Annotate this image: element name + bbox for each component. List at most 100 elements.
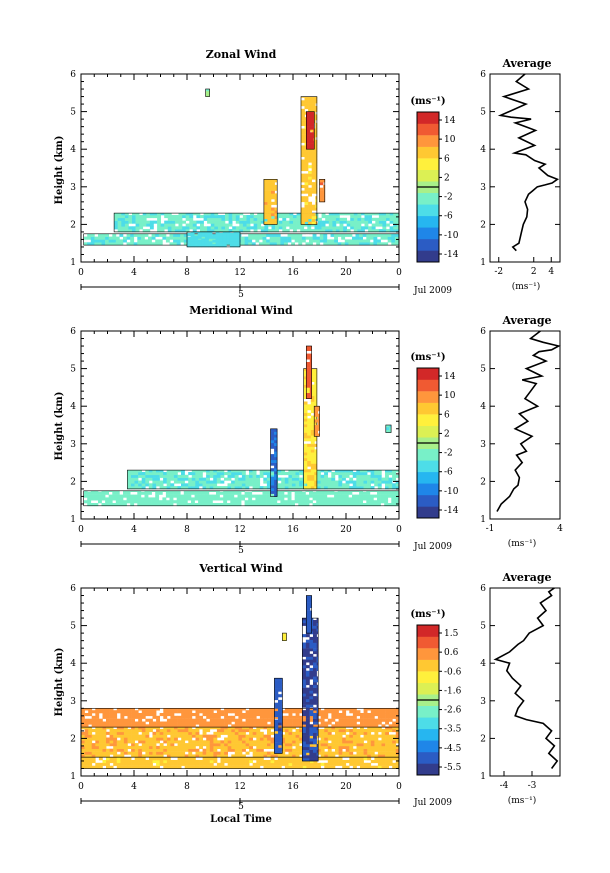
heatmap-cell — [337, 490, 342, 492]
heatmap-cell — [191, 748, 196, 752]
heatmap-cell — [183, 236, 188, 240]
heatmap-cell — [307, 390, 312, 394]
heatmap-cell — [120, 754, 125, 758]
heatmap-cell — [209, 734, 214, 738]
heatmap-cell — [302, 710, 307, 714]
heatmap-cell — [95, 740, 100, 744]
heatmap-cell — [317, 427, 320, 431]
heatmap-cell — [252, 765, 257, 769]
heatmap-cell — [134, 751, 139, 755]
heatmap-cell — [334, 497, 338, 501]
heatmap-cell — [184, 734, 189, 738]
heatmap-cell — [377, 486, 382, 490]
heatmap-cell — [343, 229, 347, 233]
heatmap-cell — [377, 239, 381, 243]
heatmap-cell — [174, 217, 179, 221]
heatmap-cell — [188, 754, 193, 758]
heatmap-cell — [158, 239, 163, 243]
heatmap-cell — [166, 748, 171, 752]
heatmap-cell — [173, 239, 177, 243]
heatmap-cell — [306, 140, 311, 144]
heatmap-cell — [314, 427, 319, 431]
heatmap-cell — [331, 474, 336, 478]
heatmap-cell — [374, 740, 379, 744]
heatmap-cell — [127, 477, 132, 481]
heatmap-cell — [303, 395, 308, 399]
heatmap-cell — [349, 760, 354, 764]
heatmap-cell — [208, 494, 213, 498]
heatmap-cell — [350, 215, 355, 219]
heatmap-cell — [113, 740, 118, 744]
heatmap-cell — [212, 235, 216, 239]
heatmap-cell — [120, 734, 125, 738]
heatmap-cell — [274, 760, 279, 764]
heatmap-cell — [281, 743, 286, 747]
heatmap-cell — [306, 751, 311, 755]
heatmap-cell — [213, 483, 218, 487]
heatmap-cell — [377, 477, 382, 481]
heatmap-cell — [317, 765, 321, 769]
heatmap-cell — [116, 708, 121, 711]
heatmap-cell — [288, 760, 293, 764]
heatmap-cell — [149, 721, 153, 725]
heatmap-cell — [166, 474, 171, 478]
heatmap-cell — [170, 470, 175, 473]
heatmap-cell — [206, 470, 210, 473]
heatmap-cell — [335, 757, 339, 761]
heatmap-cell — [248, 491, 253, 495]
heatmap-cell — [338, 721, 343, 725]
heatmap-cell — [267, 218, 272, 222]
colorbar-unit: (ms⁻¹) — [410, 96, 445, 107]
heatmap-cell — [224, 708, 228, 711]
heatmap-cell — [306, 118, 311, 122]
heatmap-cell — [310, 463, 315, 467]
heatmap-cell — [189, 213, 194, 216]
heatmap-cell — [115, 503, 120, 507]
heatmap-cell — [326, 500, 331, 504]
heatmap-cell — [278, 678, 282, 681]
heatmap-cell — [313, 755, 317, 759]
profile-y-tick-label: 4 — [480, 402, 486, 412]
heatmap-cell — [317, 751, 321, 755]
heatmap-cell — [191, 497, 195, 501]
heatmap-cell — [181, 708, 186, 711]
heatmap-cell — [345, 748, 350, 752]
heatmap-cell — [359, 490, 363, 492]
x-tick-label: 0 — [396, 782, 402, 792]
heatmap-cell — [244, 500, 249, 504]
heatmap-cell — [252, 757, 257, 761]
heatmap-cell — [274, 457, 278, 461]
heatmap-cell — [178, 220, 183, 224]
heatmap-cell — [303, 220, 308, 224]
heatmap-cell — [183, 500, 188, 504]
heatmap-cell — [95, 762, 100, 766]
profile-x-tick-label: -2 — [494, 267, 503, 277]
heatmap-cell — [128, 217, 133, 221]
heatmap-cell — [238, 737, 243, 741]
heatmap-cell — [323, 500, 328, 504]
heatmap-cell — [160, 226, 165, 230]
heatmap-cell — [306, 613, 311, 617]
heatmap-cell — [131, 729, 135, 733]
heatmap-cell — [112, 233, 117, 237]
heatmap-cell — [241, 486, 246, 490]
heatmap-cell — [363, 708, 368, 711]
heatmap-cell — [270, 454, 275, 458]
heatmap-cell — [209, 472, 214, 476]
heatmap-cell — [214, 223, 219, 227]
heatmap-cell — [330, 233, 335, 237]
heatmap-cell — [177, 708, 182, 711]
heatmap-cell — [267, 715, 271, 719]
heatmap-cell — [293, 217, 297, 221]
heatmap-cell — [124, 215, 129, 219]
heatmap-cell — [202, 765, 207, 769]
heatmap-cell — [216, 490, 220, 492]
heatmap-cell — [309, 701, 314, 705]
heatmap-cell — [307, 223, 312, 227]
heatmap-cell — [170, 724, 175, 728]
heatmap-cell — [251, 490, 256, 492]
heatmap-cell — [299, 715, 304, 719]
heatmap-cell — [267, 193, 272, 197]
heatmap-cell — [170, 745, 175, 749]
heatmap-cell — [156, 480, 160, 484]
